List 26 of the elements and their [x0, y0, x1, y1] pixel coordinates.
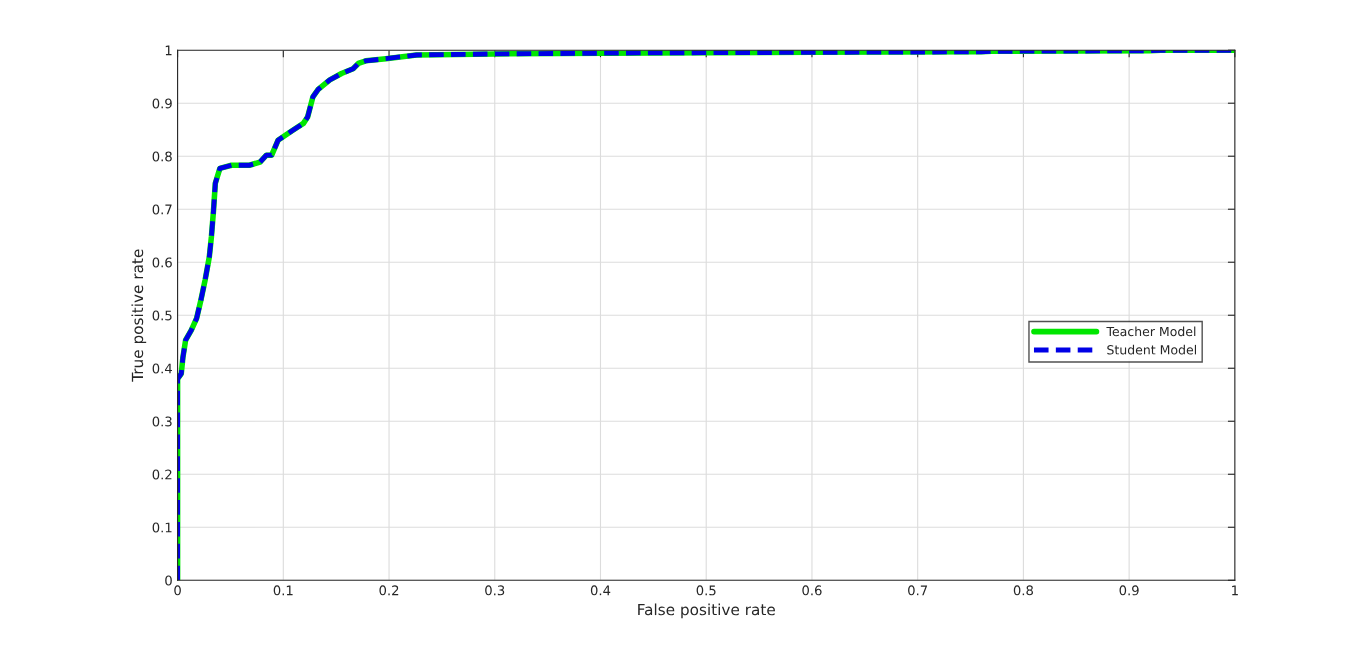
y-tick-label: 0	[165, 575, 172, 586]
x-tick-label: 0.9	[1119, 585, 1139, 596]
y-tick-label: 0.8	[152, 151, 172, 162]
y-tick-label: 0.1	[152, 522, 172, 533]
y-tick-label: 1	[165, 45, 172, 56]
x-tick-label: 0.6	[802, 585, 822, 596]
x-tick-label: 1	[1232, 585, 1238, 596]
x-tick-label: 0.8	[1013, 585, 1033, 596]
x-tick-label: 0	[174, 585, 181, 596]
x-tick-label: 0.3	[485, 585, 505, 596]
y-tick-label: 0.9	[152, 98, 172, 109]
x-tick-label: 0.7	[908, 585, 928, 596]
y-tick-label: 0.2	[152, 469, 172, 480]
x-tick-label: 0.1	[273, 585, 293, 596]
legend-label: Teacher Model	[1106, 326, 1196, 337]
y-tick-label: 0.7	[152, 204, 172, 215]
y-tick-label: 0.3	[152, 416, 172, 427]
y-tick-label: 0.5	[152, 310, 172, 321]
x-tick-label: 0.5	[696, 585, 716, 596]
y-tick-label: 0.6	[152, 257, 172, 268]
y-axis-title: True positive rate	[131, 249, 147, 382]
x-tick-label: 0.2	[379, 585, 399, 596]
x-tick-label: 0.4	[590, 585, 611, 596]
legend-label: Student Model	[1107, 344, 1197, 355]
y-tick-label: 0.4	[152, 363, 172, 374]
x-axis-title: False positive rate	[638, 603, 775, 619]
